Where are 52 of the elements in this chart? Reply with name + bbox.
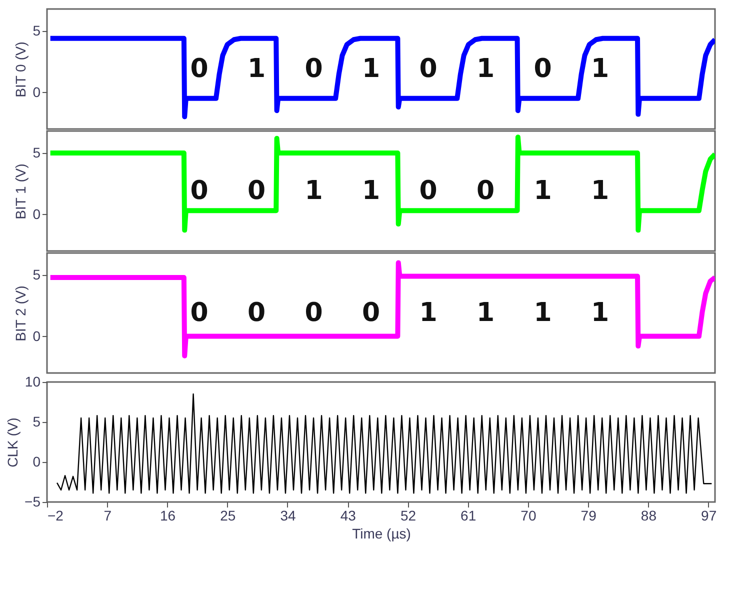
y-tick-label: 5 <box>32 414 41 430</box>
y-axis-title: BIT 0 (V) <box>12 42 29 98</box>
annotation: 1 <box>534 176 552 206</box>
x-tick-label: −2 <box>48 508 64 524</box>
annotation: 1 <box>476 298 495 328</box>
annotation: 1 <box>591 54 610 84</box>
x-tick-label: 79 <box>580 508 597 524</box>
annotation: 0 <box>190 54 208 84</box>
annotation: 1 <box>362 176 380 206</box>
x-tick-label: 43 <box>340 508 356 524</box>
annotation: 0 <box>190 298 208 328</box>
y-tick-label: 5 <box>32 144 41 161</box>
annotation: 0 <box>476 176 495 206</box>
y-axis-title: BIT 1 (V) <box>12 164 29 220</box>
annotation: 0 <box>419 176 438 206</box>
x-tick-label: 16 <box>160 508 176 524</box>
annotation: 1 <box>534 298 552 328</box>
annotation: 1 <box>591 176 610 206</box>
x-tick-label: 52 <box>400 508 416 524</box>
y-tick-label: 0 <box>32 206 41 222</box>
x-tick-label: 88 <box>640 508 657 524</box>
annotation: 1 <box>419 298 438 328</box>
y-axis-title: CLK (V) <box>4 418 21 468</box>
annotation: 1 <box>362 54 380 84</box>
y-tick-label: −5 <box>24 494 41 510</box>
y-axis-title: BIT 2 (V) <box>12 286 29 342</box>
y-tick-label: 0 <box>32 454 41 470</box>
x-tick-label: 34 <box>280 508 296 524</box>
y-tick-label: 5 <box>32 22 41 39</box>
y-tick-label: 0 <box>32 84 41 100</box>
annotation: 0 <box>534 54 552 84</box>
annotation: 0 <box>304 298 323 328</box>
x-tick-label: 97 <box>701 508 717 524</box>
y-tick-label: 10 <box>24 374 41 390</box>
annotation: 0 <box>190 176 208 206</box>
x-tick-label: 7 <box>104 508 112 524</box>
annotation: 0 <box>304 54 323 84</box>
y-tick-label: 5 <box>32 266 41 283</box>
annotation: 1 <box>304 176 323 206</box>
x-tick-label: 25 <box>220 508 236 524</box>
annotation: 1 <box>476 54 495 84</box>
y-tick-label: 0 <box>32 328 41 344</box>
x-axis-title: Time (µs) <box>352 526 411 542</box>
x-tick-label: 61 <box>460 508 476 524</box>
annotation: 0 <box>419 54 438 84</box>
annotation: 1 <box>591 298 610 328</box>
annotation: 1 <box>248 54 266 84</box>
line-series <box>56 393 712 494</box>
annotation: 0 <box>248 298 266 328</box>
annotation: 0 <box>362 298 380 328</box>
x-tick-label: 70 <box>520 508 536 524</box>
annotation: 0 <box>248 176 266 206</box>
